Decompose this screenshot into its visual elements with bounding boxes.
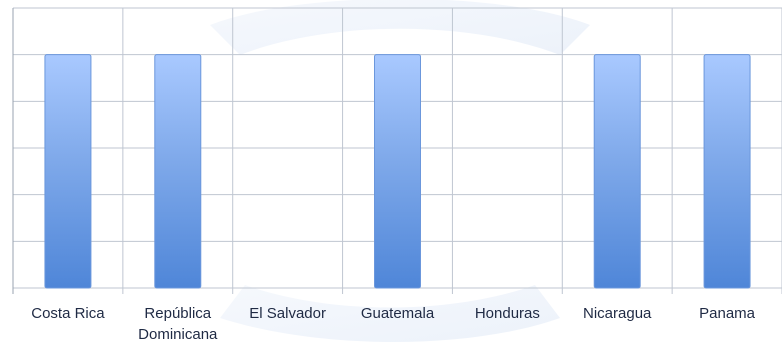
bar-0 [45,55,91,288]
x-tick-label: Costa Rica [31,305,105,322]
x-tick-label: Nicaragua [583,305,652,322]
x-tick-label-line: Guatemala [361,305,435,322]
x-tick-label-line: El Salvador [249,305,326,322]
x-tick-label: Guatemala [361,305,435,322]
x-tick-label-line: Costa Rica [31,305,105,322]
x-tick-label: Honduras [475,305,540,322]
bar-3 [375,55,421,288]
x-tick-label-line: Nicaragua [583,305,652,322]
bar-5 [594,55,640,288]
x-tick-label: República Dominicana [138,305,218,343]
x-tick-label-line: Dominicana [138,326,218,343]
chart-bars [45,55,750,288]
x-tick-label: Panama [699,305,756,322]
bar-1 [155,55,201,288]
x-tick-label-line: República [144,305,211,322]
x-tick-label-line: Panama [699,305,756,322]
x-tick-label-line: Honduras [475,305,540,322]
bar-6 [704,55,750,288]
x-tick-label: El Salvador [249,305,326,322]
